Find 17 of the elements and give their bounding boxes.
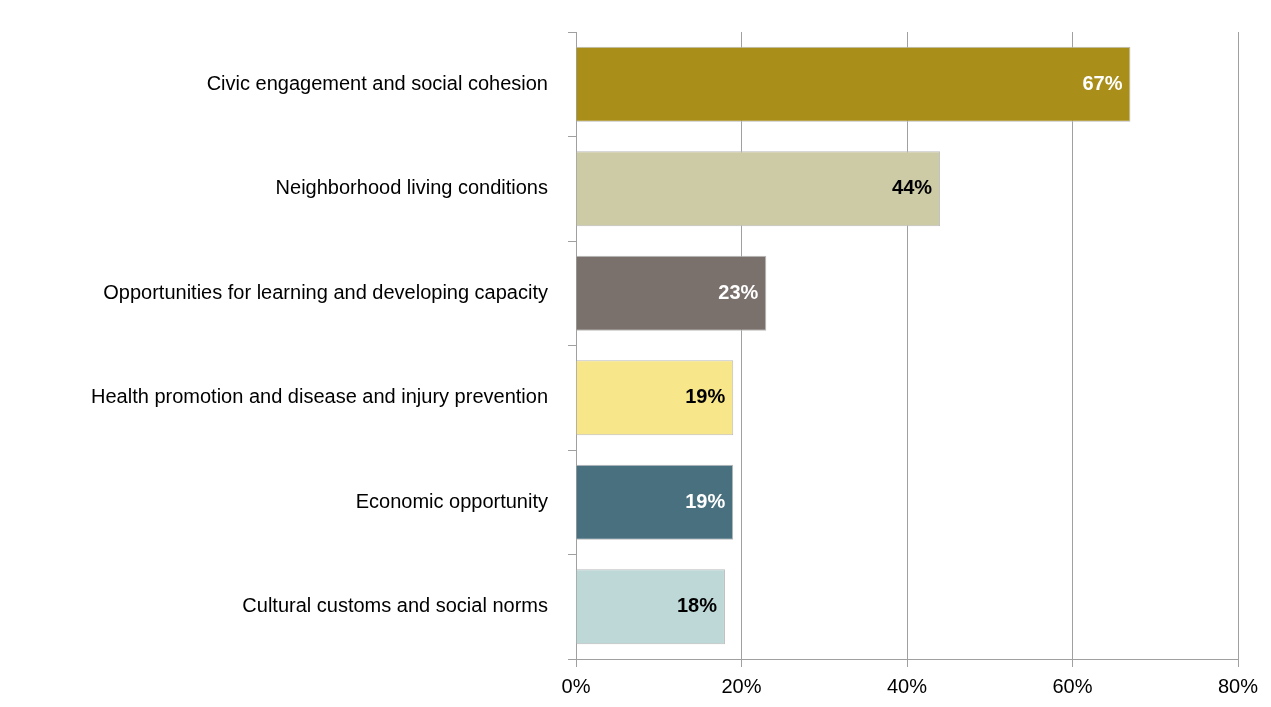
data-label: 44% xyxy=(892,176,933,199)
data-label: 18% xyxy=(676,594,718,617)
data-label: 19% xyxy=(685,385,726,408)
x-tick-label: 20% xyxy=(721,674,762,697)
x-tick-label: 80% xyxy=(1217,674,1259,697)
y-tick-label: Civic engagement and social cohesion xyxy=(206,71,548,94)
y-tick-label: Economic opportunity xyxy=(355,489,548,512)
data-label: 67% xyxy=(1082,71,1123,94)
y-tick-label: Neighborhood living conditions xyxy=(275,176,548,199)
y-tick-label: Health promotion and disease and injury prevention xyxy=(91,385,548,408)
x-tick-label: 60% xyxy=(1052,674,1093,697)
x-tick-label: 0% xyxy=(561,674,591,697)
y-tick-label: Cultural customs and social norms xyxy=(242,594,548,617)
data-label: 19% xyxy=(685,489,726,512)
x-tick-label: 40% xyxy=(886,674,928,697)
data-label: 23% xyxy=(718,280,759,303)
y-tick-label: Opportunities for learning and developing capacity xyxy=(103,280,548,303)
